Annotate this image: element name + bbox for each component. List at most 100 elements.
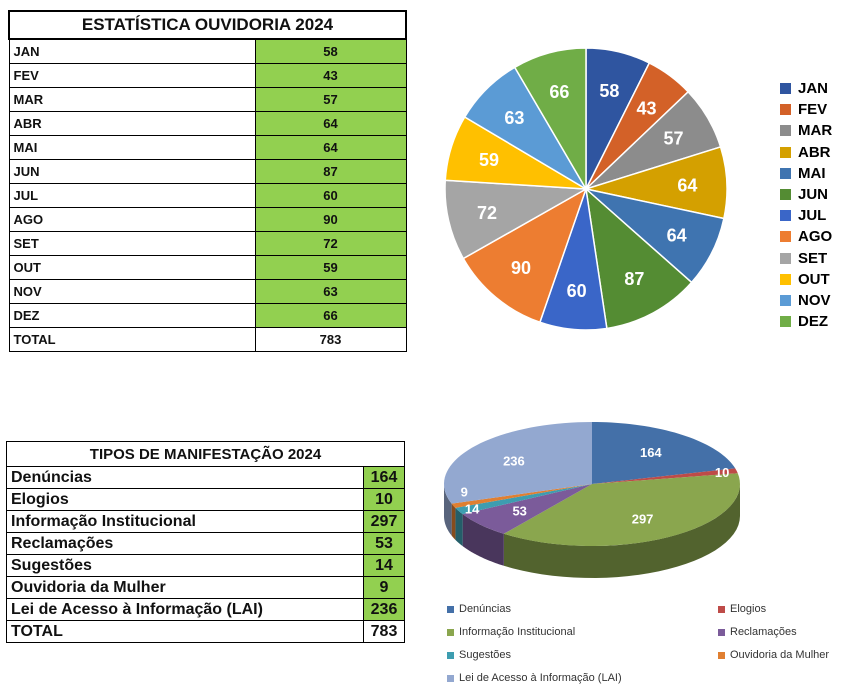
table-row: Sugestões 14 bbox=[6, 554, 405, 577]
row-value: 53 bbox=[363, 532, 405, 555]
legend-item: AGO bbox=[780, 228, 832, 245]
data-label: 63 bbox=[504, 108, 524, 128]
table-row: Lei de Acesso à Informação (LAI) 236 bbox=[6, 598, 405, 621]
legend-item: Ouvidoria da Mulher bbox=[718, 649, 829, 661]
legend-item: Reclamações bbox=[718, 626, 797, 638]
row-value: 59 bbox=[254, 255, 407, 280]
legend-label: Denúncias bbox=[459, 603, 511, 615]
legend-swatch bbox=[718, 651, 725, 659]
row-label: JAN bbox=[8, 38, 256, 64]
row-label: MAR bbox=[8, 87, 256, 112]
pie-slice-dez bbox=[513, 47, 587, 192]
table-row: Ouvidoria da Mulher 9 bbox=[6, 576, 405, 599]
legend-swatch bbox=[780, 189, 791, 200]
row-value: 10 bbox=[363, 488, 405, 511]
pie3d-side bbox=[451, 503, 456, 540]
row-label: Ouvidoria da Mulher bbox=[6, 576, 364, 599]
pie3d-side bbox=[462, 514, 504, 566]
row-label: DEZ bbox=[8, 303, 256, 328]
legend-item: MAI bbox=[780, 165, 826, 182]
legend-item: DEZ bbox=[780, 313, 828, 330]
row-value: 236 bbox=[363, 598, 405, 621]
legend-label: DEZ bbox=[798, 313, 828, 331]
legend-item: NOV bbox=[780, 292, 831, 309]
legend-label: MAI bbox=[798, 164, 826, 182]
legend-swatch bbox=[780, 104, 791, 116]
table-row: JUN 87 bbox=[8, 159, 407, 184]
total-label: TOTAL bbox=[6, 620, 364, 643]
legend-swatch bbox=[780, 295, 791, 306]
types-title: TIPOS DE MANIFESTAÇÃO 2024 bbox=[6, 441, 405, 467]
legend-item: SET bbox=[780, 250, 827, 267]
pie3d-slice bbox=[592, 468, 738, 484]
pie3d-side bbox=[455, 507, 463, 547]
table-row: JUL 60 bbox=[8, 183, 407, 208]
legend-label: JUL bbox=[798, 207, 827, 225]
row-value: 63 bbox=[254, 279, 407, 304]
data-label: 43 bbox=[636, 98, 656, 118]
row-value: 58 bbox=[254, 38, 407, 64]
pie3d-slice bbox=[592, 422, 736, 484]
legend-label: Ouvidoria da Mulher bbox=[730, 649, 830, 661]
legend-item: MAR bbox=[780, 122, 832, 139]
table-row: OUT 59 bbox=[8, 255, 407, 280]
data-label: 58 bbox=[599, 81, 619, 101]
row-value: 87 bbox=[254, 159, 407, 184]
table-row: JAN 58 bbox=[8, 38, 407, 64]
legend-item: OUT bbox=[780, 271, 830, 288]
types-table: TIPOS DE MANIFESTAÇÃO 2024 Denúncias 164 El… bbox=[6, 441, 405, 643]
legend-swatch bbox=[780, 125, 791, 137]
table-row: DEZ 66 bbox=[8, 303, 407, 328]
legend-label: Reclamações bbox=[730, 626, 797, 638]
data-label: 87 bbox=[624, 269, 644, 289]
pie-slice-set bbox=[444, 179, 589, 260]
legend-swatch bbox=[447, 605, 454, 613]
legend-swatch bbox=[780, 210, 791, 222]
row-value: 43 bbox=[254, 63, 407, 88]
legend-swatch bbox=[780, 167, 791, 179]
row-value: 66 bbox=[254, 303, 407, 328]
data-label: 60 bbox=[567, 281, 587, 301]
pie3d-side bbox=[444, 484, 452, 536]
data-label: 164 bbox=[640, 445, 662, 460]
data-label: 72 bbox=[477, 203, 497, 223]
legend-swatch bbox=[780, 231, 791, 243]
legend-swatch bbox=[780, 273, 791, 285]
legend-label: FEV bbox=[798, 101, 828, 119]
row-value: 57 bbox=[254, 87, 407, 112]
pie3d-slice bbox=[451, 484, 592, 508]
legend-label: ABR bbox=[798, 143, 831, 161]
pie3d-slice bbox=[503, 473, 740, 546]
legend-label: OUT bbox=[798, 270, 830, 288]
monthly-table: ESTATÍSTICA OUVIDORIA 2024 JAN 58 FEV 43 MAR 5… bbox=[8, 10, 407, 352]
data-label: 53 bbox=[512, 504, 526, 519]
table-row: MAR 57 bbox=[8, 87, 407, 112]
data-label: 64 bbox=[677, 175, 697, 195]
row-value: 90 bbox=[254, 207, 407, 232]
pie3d-slice bbox=[455, 484, 592, 515]
legend-label: Informação Institucional bbox=[459, 626, 576, 638]
legend-item: JUN bbox=[780, 186, 828, 203]
data-label: 64 bbox=[667, 226, 687, 246]
table-row: ABR 64 bbox=[8, 111, 407, 136]
legend-item: FEV bbox=[780, 101, 827, 118]
row-value: 164 bbox=[363, 466, 405, 489]
row-value: 72 bbox=[254, 231, 407, 256]
legend-item: Informação Institucional bbox=[447, 626, 575, 638]
pie-slice-ago bbox=[462, 187, 588, 324]
data-label: 57 bbox=[663, 129, 683, 149]
legend-label: JUN bbox=[798, 186, 829, 203]
pie3d-slice bbox=[462, 484, 592, 534]
row-label: ABR bbox=[8, 111, 256, 136]
data-label: 66 bbox=[549, 82, 569, 102]
row-label: JUL bbox=[8, 183, 256, 208]
legend-item: JUL bbox=[780, 207, 826, 224]
legend-swatch bbox=[780, 146, 791, 158]
legend-swatch bbox=[447, 651, 454, 659]
legend-item: Elogios bbox=[718, 603, 766, 615]
legend-label: JAN bbox=[798, 80, 829, 97]
pie3d-slice bbox=[444, 422, 592, 504]
data-label: 9 bbox=[461, 485, 468, 500]
